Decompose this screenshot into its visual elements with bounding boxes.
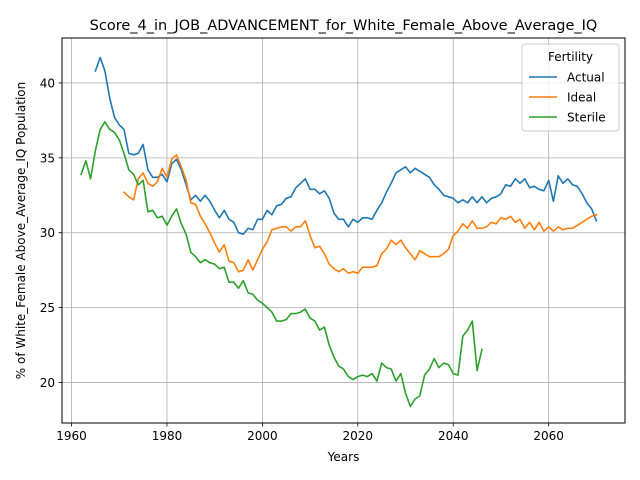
legend: Fertility Actual Ideal Sterile: [521, 43, 620, 132]
x-tick-label: 2040: [438, 429, 469, 443]
x-axis-ticks: 1960 1980 2000 2020 2040 2060: [56, 423, 564, 443]
series-line-actual: [94, 56, 598, 235]
x-tick-label: 2000: [247, 429, 278, 443]
series-line-ideal: [122, 154, 598, 275]
chart-title: Score_4_in_JOB_ADVANCEMENT_for_White_Fem…: [90, 18, 598, 34]
y-tick-label: 25: [40, 301, 55, 315]
legend-label-sterile: Sterile: [567, 111, 606, 125]
x-axis-title: Years: [327, 450, 360, 464]
x-tick-label: 2020: [343, 429, 374, 443]
y-axis-ticks: 20 25 30 35 40: [40, 76, 62, 390]
legend-title: Fertility: [548, 50, 593, 64]
x-tick-label: 1960: [56, 429, 87, 443]
y-axis-title: % of White_Female Above_Average_IQ Popul…: [14, 82, 28, 379]
plot-frame: [61, 37, 626, 424]
y-tick-label: 30: [40, 226, 55, 240]
y-tick-label: 20: [40, 376, 55, 390]
x-tick-label: 1980: [152, 429, 183, 443]
y-tick-label: 35: [40, 151, 55, 165]
x-tick-label: 2060: [533, 429, 564, 443]
series-line-sterile: [80, 121, 483, 408]
legend-label-actual: Actual: [567, 71, 605, 85]
y-tick-label: 40: [40, 76, 55, 90]
legend-box: [521, 43, 620, 132]
series-lines: [80, 56, 598, 408]
legend-label-ideal: Ideal: [567, 91, 596, 105]
